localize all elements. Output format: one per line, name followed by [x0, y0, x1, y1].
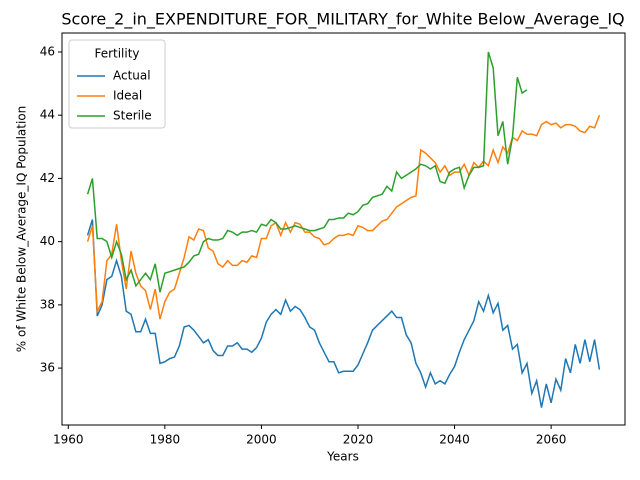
y-tick-label: 46	[40, 44, 55, 58]
y-tick-label: 40	[40, 234, 55, 248]
legend-label: Ideal	[113, 89, 142, 103]
x-tick-label: 2020	[343, 433, 374, 447]
y-tick-label: 44	[40, 108, 55, 122]
x-tick-label: 2040	[439, 433, 470, 447]
x-axis-label: Years	[326, 450, 359, 464]
legend-label: Sterile	[113, 109, 152, 123]
x-tick-label: 1980	[150, 433, 181, 447]
plot-frame	[61, 32, 626, 426]
legend-label: Actual	[113, 69, 151, 83]
x-tick-label: 2060	[536, 433, 567, 447]
chart-title: Score_2_in_EXPENDITURE_FOR_MILITARY_for_…	[61, 10, 624, 30]
data-line	[86, 219, 601, 408]
data-line	[86, 51, 528, 293]
data-line	[86, 114, 601, 320]
legend-title: Fertility	[94, 47, 139, 61]
x-tick-label: 2000	[246, 433, 277, 447]
y-axis-label: % of White Below_Average_IQ Population	[15, 106, 29, 353]
x-tick-label: 1960	[53, 433, 84, 447]
y-tick-label: 42	[40, 171, 55, 185]
legend-box	[68, 39, 166, 129]
y-tick-label: 36	[40, 361, 55, 375]
y-tick-label: 38	[40, 297, 55, 311]
